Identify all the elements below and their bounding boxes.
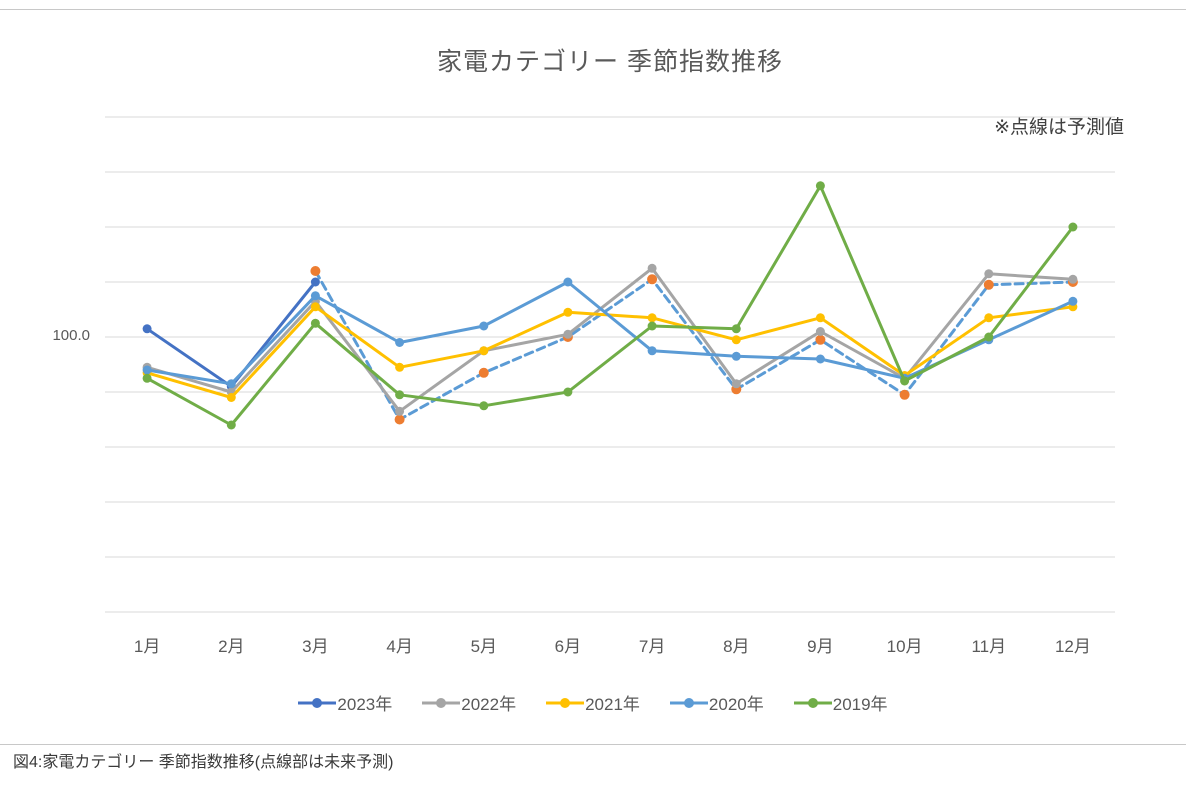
legend-item-2020年: 2020年 — [669, 690, 764, 715]
series-line-2019 — [145, 184, 1075, 427]
data-point-2022-4月 — [395, 406, 405, 416]
data-point-2019-1月 — [142, 373, 152, 383]
x-axis-label-1月: 1月 — [134, 637, 160, 656]
x-axis-label-11月: 11月 — [971, 637, 1006, 656]
x-axis-label-10月: 10月 — [887, 637, 923, 656]
legend-item-2021年: 2021年 — [546, 690, 640, 715]
data-point-2023-forecast-7月 — [647, 274, 658, 285]
data-point-2019-3月 — [310, 318, 320, 328]
data-point-2023-forecast-9月 — [815, 334, 826, 345]
x-axis-label-5月: 5月 — [471, 637, 497, 656]
legend-item-2019年: 2019年 — [793, 690, 888, 715]
data-point-2023-actual-1月 — [142, 324, 152, 334]
data-point-2023-forecast-3月 — [310, 266, 321, 276]
series-line-2022 — [145, 266, 1075, 413]
data-point-2021-9月 — [815, 313, 825, 323]
data-point-2021-11月 — [984, 313, 994, 323]
data-point-2020-2月 — [226, 379, 236, 389]
x-axis-label-9月: 9月 — [807, 637, 833, 656]
data-point-2019-9月 — [815, 181, 825, 191]
data-point-2019-7月 — [647, 321, 657, 331]
data-point-2019-5月 — [479, 401, 489, 411]
series-line-2023-forecast — [313, 269, 1075, 421]
chart-legend: 2023年 2022年 2021年 2020年 2019年 — [0, 690, 1186, 715]
x-axis-label-3月: 3月 — [302, 637, 328, 656]
data-point-2022-11月 — [984, 269, 994, 279]
legend-label: 2019年 — [832, 695, 888, 714]
data-point-2020-9月 — [815, 354, 825, 364]
x-axis-label-8月: 8月 — [723, 637, 749, 656]
data-point-2021-6月 — [563, 307, 573, 317]
x-axis-label-7月: 7月 — [639, 637, 665, 656]
data-point-2021-5月 — [479, 346, 489, 356]
data-point-2019-12月 — [1068, 222, 1078, 232]
legend-label: 2020年 — [708, 695, 764, 714]
legend-label: 2023年 — [337, 695, 393, 714]
plot-area: 1月 2月 3月 4月 5月 6月 7月 8月 9月 10月 11月 12月 — [105, 116, 1115, 656]
x-axis-label-4月: 4月 — [386, 637, 412, 656]
data-point-2022-7月 — [647, 263, 657, 273]
legend-marker-icon — [422, 697, 461, 708]
data-point-2020-5月 — [479, 321, 489, 331]
data-point-2021-4月 — [395, 362, 405, 372]
x-axis-label-6月: 6月 — [555, 637, 581, 656]
series-line-2020 — [145, 280, 1075, 386]
data-point-2019-10月 — [900, 376, 910, 386]
data-point-2021-7月 — [647, 313, 657, 323]
top-border — [0, 9, 1186, 10]
legend-marker-icon — [793, 697, 832, 708]
data-point-2022-9月 — [815, 327, 825, 336]
data-point-2020-6月 — [563, 277, 573, 287]
data-point-2023-forecast-4月 — [394, 414, 405, 425]
legend-marker-icon — [546, 697, 585, 708]
data-point-2020-3月 — [310, 291, 320, 301]
data-point-2019-2月 — [226, 420, 236, 430]
data-point-2023-actual-3月 — [310, 277, 320, 287]
data-point-2021-3月 — [310, 302, 320, 312]
legend-label: 2021年 — [585, 695, 640, 714]
data-point-2021-2月 — [226, 393, 236, 402]
data-point-2019-4月 — [395, 390, 405, 400]
legend-marker-icon — [669, 697, 708, 708]
x-axis-label-12月: 12月 — [1055, 637, 1091, 656]
data-point-2020-1月 — [142, 365, 152, 375]
legend-marker-icon — [298, 697, 337, 708]
bottom-border — [0, 744, 1186, 745]
data-point-2019-8月 — [731, 324, 741, 334]
x-axis-label-2月: 2月 — [218, 637, 244, 656]
legend-item-2022年: 2022年 — [422, 690, 516, 715]
data-point-2023-forecast-11月 — [983, 279, 994, 290]
data-point-2022-8月 — [731, 379, 741, 389]
data-point-2022-12月 — [1068, 274, 1078, 284]
chart-title: 家電カテゴリー 季節指数推移 — [437, 48, 783, 76]
data-point-2023-forecast-10月 — [899, 389, 910, 400]
forecast-annotation: ※点線は予測値 — [994, 117, 1124, 138]
data-point-2019-6月 — [563, 387, 573, 397]
data-point-2020-12月 — [1068, 296, 1078, 306]
data-point-2022-6月 — [563, 329, 573, 339]
data-point-2021-8月 — [731, 335, 741, 345]
data-point-2020-7月 — [647, 346, 657, 356]
data-point-2020-8月 — [731, 351, 741, 361]
figure-caption: 図4:家電カテゴリー 季節指数推移(点線部は未来予測) — [13, 754, 394, 771]
data-point-2023-forecast-5月 — [478, 367, 489, 378]
y-axis-tick-label: 100.0 — [52, 327, 90, 344]
legend-label: 2022年 — [461, 695, 517, 714]
data-point-2019-11月 — [984, 332, 994, 342]
legend-item-2023年: 2023年 — [298, 690, 392, 715]
data-point-2020-4月 — [395, 338, 405, 347]
